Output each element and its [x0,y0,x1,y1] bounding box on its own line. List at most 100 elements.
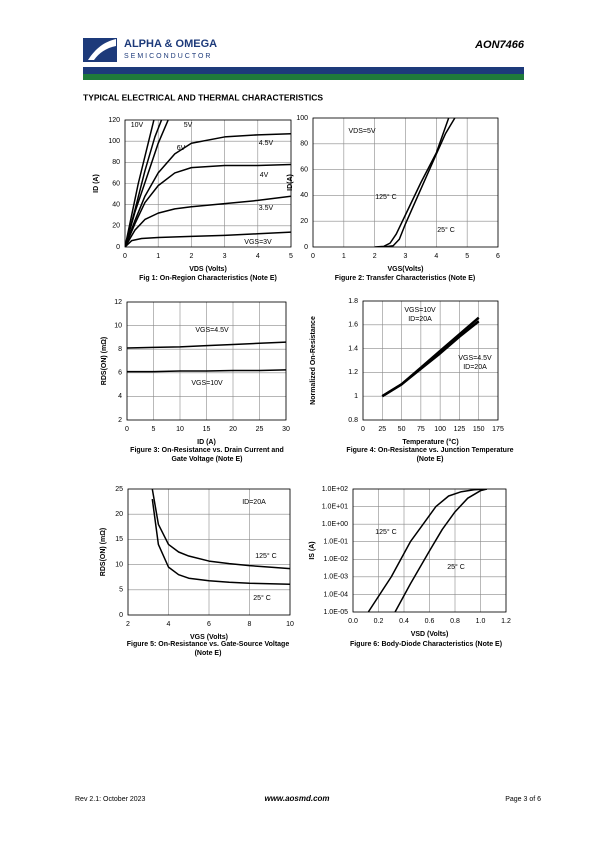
y-tick-label: 80 [112,159,120,166]
series-label: 4V [260,172,269,179]
series-label: 6V [177,145,186,152]
x-tick-label: 0 [125,426,129,433]
y-tick-label: 120 [108,117,120,124]
x-tick-label: 100 [434,426,446,433]
plot-frame [124,119,292,248]
x-tick-label: 25 [256,426,264,433]
plot-frame [362,300,499,421]
y-tick-label: 100 [296,115,308,122]
x-tick-label: 8 [248,621,252,628]
series-line [127,341,286,349]
x-tick-label: 6 [496,253,500,260]
x-tick-label: 20 [229,426,237,433]
x-tick-label: 150 [473,426,485,433]
series-label: VGS=10V [191,380,223,387]
figure-caption: Fig 1: On-Region Characteristics (Note E… [139,275,277,282]
y-tick-label: 1.0E-01 [323,539,348,546]
y-tick-label: 10 [115,561,123,568]
series-line [151,498,290,586]
x-tick-label: 1 [342,253,346,260]
company: ALPHA & OMEGA [124,38,217,50]
y-tick-label: 4 [118,393,122,400]
x-tick-label: 75 [417,426,425,433]
y-tick-label: 1 [354,393,358,400]
y-tick-label: 20 [112,223,120,230]
x-tick-label: 0 [361,426,365,433]
x-tick-label: 0.2 [374,618,384,625]
logo-swoosh [88,39,116,60]
y-axis-label: RDS(ON) (mΩ) [101,337,108,385]
y-tick-label: 1.0E+01 [322,503,348,510]
series-line [381,316,480,398]
y-tick-label: 0 [116,244,120,251]
logo [83,38,117,62]
x-tick-label: 125 [454,426,466,433]
x-tick-label: 0.8 [450,618,460,625]
y-tick-label: 20 [115,511,123,518]
y-axis-label: RDS(ON) (mΩ) [100,528,107,576]
x-axis-label: VGS (Volts) [190,634,228,641]
x-tick-label: 175 [492,426,504,433]
series-label: VGS=10V [404,307,436,314]
website: www.aosmd.com [264,794,329,803]
company-subtitle: SEMICONDUCTOR [124,53,212,60]
series-label: 3.5V [259,205,274,212]
series-line [125,231,291,247]
series-line [151,489,290,570]
y-tick-label: 1.0E-05 [323,609,348,616]
x-tick-label: 0 [123,253,127,260]
plot-frame [127,488,291,616]
figure-caption: Figure 6: Body-Diode Characteristics (No… [349,641,503,648]
y-tick-label: 1.8 [348,298,358,305]
y-tick-label: 0 [304,244,308,251]
series-label: VGS=4.5V [195,327,229,334]
y-tick-label: 5 [119,587,123,594]
revision: Rev 2.1: October 2023 [75,796,146,803]
figure-caption: Figure 5: On-Resistance vs. Gate-Source … [126,641,290,657]
x-tick-label: 10 [176,426,184,433]
section-title: TYPICAL ELECTRICAL AND THERMAL CHARACTER… [83,92,323,102]
series-label: 125° C [255,552,276,560]
x-axis-label: ID (A) [197,439,216,446]
y-tick-label: 1.0E-04 [323,591,348,598]
figure-caption: Figure 4: On-Resistance vs. Junction Tem… [346,447,514,463]
series-line [125,195,291,247]
y-tick-label: 1.0E-03 [323,574,348,581]
y-tick-label: 40 [300,192,308,199]
part-number: AON7466 [474,39,525,51]
x-tick-label: 2 [189,253,193,260]
y-axis-label: Normalized On-Resistance [310,316,317,405]
y-tick-label: 100 [108,138,120,145]
series-label: 125° C [375,193,396,201]
x-axis-label: Temperature (°C) [402,438,458,446]
series-line [125,163,291,247]
y-tick-label: 10 [114,322,122,329]
y-tick-label: 0 [119,612,123,619]
series-line [125,133,291,247]
y-axis-label: ID(A) [287,174,294,191]
y-tick-label: 1.6 [348,322,358,329]
series-label: 4.5V [259,140,274,147]
series-label: 25° C [447,563,465,571]
y-tick-label: 1.0E+00 [322,521,348,528]
header-bar [83,67,524,74]
y-tick-label: 40 [112,202,120,209]
y-axis-label: IS (A) [309,541,316,559]
y-tick-label: 0.8 [348,417,358,424]
x-tick-label: 3 [223,253,227,260]
plot-frame [312,117,499,248]
annotation: VDS=5V [348,128,375,135]
x-tick-label: 2 [126,621,130,628]
x-tick-label: 5 [465,253,469,260]
x-tick-label: 30 [282,426,290,433]
y-tick-label: 25 [115,486,123,493]
x-tick-label: 6 [207,621,211,628]
x-tick-label: 0.6 [425,618,435,625]
x-tick-label: 4 [434,253,438,260]
figure-caption: Figure 2: Transfer Characteristics (Note… [334,275,476,282]
series-label: 10V [131,122,144,129]
y-tick-label: 80 [300,141,308,148]
x-tick-label: 1.2 [501,618,511,625]
header-bar [83,74,524,80]
series-label: VGS=4.5V [458,355,492,362]
